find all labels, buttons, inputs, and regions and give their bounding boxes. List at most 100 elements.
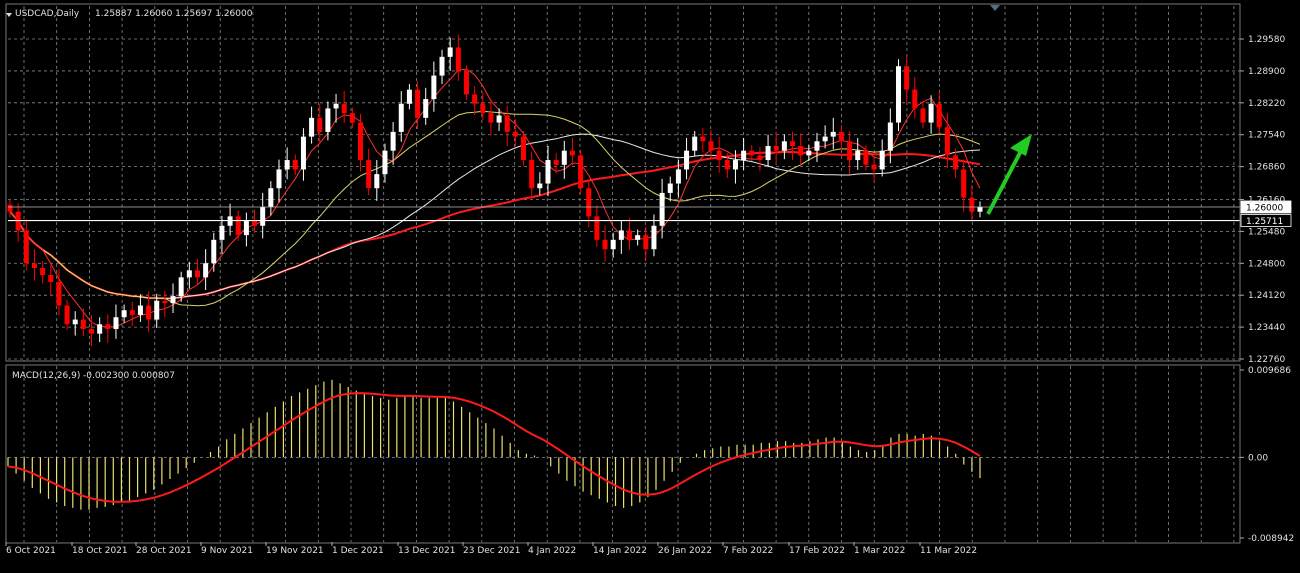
candle-body <box>667 183 673 193</box>
candle-body <box>659 192 665 226</box>
candle-body <box>31 263 37 268</box>
candle-body <box>137 305 143 315</box>
symbol-dropdown-icon[interactable] <box>6 13 12 17</box>
candle-body <box>806 150 812 156</box>
candle-body <box>692 136 698 151</box>
date-tick-label: 9 Nov 2021 <box>201 546 253 556</box>
price-tick-label: 1.24800 <box>1248 259 1285 269</box>
trend-arrow-icon <box>986 134 1032 215</box>
price-lines: 1.26000 1.25711 <box>8 200 1292 227</box>
candle-body <box>838 131 844 142</box>
candle-body <box>553 160 559 165</box>
candle-body <box>243 221 249 236</box>
candle-body <box>129 310 135 315</box>
axes: 1.29580 1.28900 1.28220 1.27540 1.26860 1.261… <box>5 3 1294 556</box>
macd-panel <box>7 379 981 510</box>
candle-body <box>7 204 13 212</box>
candle-body <box>798 145 804 156</box>
macd-signal-line <box>7 392 981 503</box>
candle-body <box>781 141 787 151</box>
candle-body <box>708 141 714 151</box>
price-tick-label: 1.28220 <box>1248 99 1285 109</box>
candle-body <box>928 103 934 123</box>
grid-lines <box>8 6 1240 542</box>
candle-body <box>317 117 323 132</box>
price-tick-label: 1.22760 <box>1248 355 1285 365</box>
price-tick-label: 1.24120 <box>1248 291 1285 301</box>
candle-body <box>406 89 412 104</box>
price-tag-label: 1.25711 <box>1246 217 1283 227</box>
date-tick-label: 28 Oct 2021 <box>136 546 192 556</box>
macd-panel-frame <box>5 364 1241 544</box>
candle-body <box>333 103 339 109</box>
candle-body <box>716 150 722 161</box>
candle-body <box>382 150 388 175</box>
candle-body <box>341 103 347 114</box>
candle-body <box>97 324 103 334</box>
candle-body <box>626 230 632 240</box>
candle-body <box>724 160 730 170</box>
candle-body <box>496 115 502 123</box>
date-tick-label: 23 Dec 2021 <box>463 546 521 556</box>
macd-tick-label: 0.009686 <box>1248 366 1291 376</box>
price-panel-frame <box>5 3 1241 362</box>
date-tick-label: 11 Mar 2022 <box>920 546 977 556</box>
candle-body <box>390 131 396 151</box>
candle-body <box>300 136 306 170</box>
candle-body <box>635 235 641 240</box>
candle-body <box>684 150 690 170</box>
candle-body <box>953 155 959 170</box>
candle-body <box>235 216 241 236</box>
candle-body <box>284 160 290 170</box>
candle-body <box>415 89 421 118</box>
candle-body <box>749 150 755 156</box>
price-tag <box>1240 214 1292 227</box>
candle-body <box>651 225 657 250</box>
candles <box>7 34 983 347</box>
price-tick-label: 1.25480 <box>1248 227 1285 237</box>
macd-tick-label: 0.00 <box>1248 453 1268 463</box>
chart-title: USDCAD,Daily <box>15 9 80 19</box>
candle-body <box>358 122 364 161</box>
macd-tick-label: -0.008942 <box>1248 534 1294 544</box>
price-tick-label: 1.26160 <box>1248 195 1285 205</box>
candle-body <box>398 103 404 132</box>
candle-body <box>276 169 282 189</box>
candle-body <box>89 328 95 334</box>
candle-body <box>472 94 478 104</box>
candle-body <box>944 127 950 156</box>
candle-body <box>211 239 217 264</box>
candle-body <box>879 150 885 170</box>
candle-body <box>48 275 54 283</box>
candle-body <box>529 160 535 189</box>
candle-body <box>170 296 176 304</box>
date-tick-label: 26 Jan 2022 <box>658 546 712 556</box>
candle-body <box>309 117 315 137</box>
candle-body <box>56 282 62 306</box>
candle-body <box>936 103 942 128</box>
candle-body <box>72 319 78 325</box>
candle-body <box>569 150 575 156</box>
price-tick-label: 1.29580 <box>1248 35 1285 45</box>
candle-body <box>602 239 608 250</box>
candle-body <box>847 141 853 161</box>
candle-body <box>463 70 469 95</box>
date-tick-label: 19 Nov 2021 <box>266 546 324 556</box>
candle-body <box>887 122 893 151</box>
candle-body <box>618 230 624 240</box>
candle-body <box>121 310 127 318</box>
candle-body <box>40 267 46 276</box>
candle-body <box>349 113 355 123</box>
candle-body <box>260 206 266 226</box>
candle-body <box>374 174 380 189</box>
candle-body <box>80 319 86 329</box>
date-tick-label: 14 Jan 2022 <box>593 546 647 556</box>
date-tick-label: 4 Jan 2022 <box>528 546 576 556</box>
scroll-marker-icon <box>990 5 1000 11</box>
candle-body <box>561 150 567 165</box>
candle-body <box>252 221 258 226</box>
candle-body <box>961 169 967 198</box>
candle-body <box>292 160 298 170</box>
candle-body <box>675 169 681 184</box>
